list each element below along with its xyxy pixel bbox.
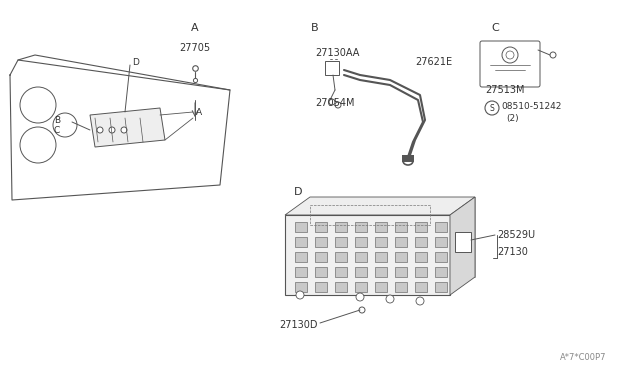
Bar — [295, 252, 307, 262]
Bar — [295, 282, 307, 292]
Text: (2): (2) — [506, 113, 518, 122]
Bar — [375, 252, 387, 262]
Circle shape — [506, 51, 514, 59]
Bar — [395, 267, 407, 277]
Bar — [295, 267, 307, 277]
Circle shape — [296, 291, 304, 299]
Bar — [335, 222, 347, 232]
Bar — [355, 252, 367, 262]
Text: A: A — [196, 108, 202, 116]
Circle shape — [359, 307, 365, 313]
Polygon shape — [90, 108, 165, 147]
Text: 27621E: 27621E — [415, 57, 452, 67]
Bar — [315, 267, 327, 277]
Bar — [355, 237, 367, 247]
Bar — [315, 222, 327, 232]
Bar — [435, 282, 447, 292]
Polygon shape — [285, 197, 475, 215]
Bar — [355, 282, 367, 292]
Circle shape — [335, 102, 341, 108]
Text: 08510-51242: 08510-51242 — [501, 102, 561, 110]
Bar — [395, 252, 407, 262]
Bar — [315, 282, 327, 292]
Circle shape — [485, 101, 499, 115]
Text: 27054M: 27054M — [315, 98, 355, 108]
Circle shape — [53, 113, 77, 137]
Bar — [335, 267, 347, 277]
Text: 28529U: 28529U — [497, 230, 535, 240]
Text: 27130AA: 27130AA — [315, 48, 360, 58]
Bar — [415, 252, 427, 262]
Text: 27130: 27130 — [497, 247, 528, 257]
Polygon shape — [310, 197, 475, 277]
Bar — [375, 222, 387, 232]
Polygon shape — [285, 215, 450, 295]
Bar — [295, 222, 307, 232]
Text: D: D — [294, 187, 302, 197]
Bar — [355, 222, 367, 232]
Text: B: B — [311, 23, 319, 33]
Bar — [395, 282, 407, 292]
Bar — [375, 267, 387, 277]
Text: 27130D: 27130D — [280, 320, 318, 330]
Bar — [315, 252, 327, 262]
Text: S: S — [490, 103, 494, 112]
Circle shape — [386, 295, 394, 303]
Bar — [335, 237, 347, 247]
Bar — [335, 282, 347, 292]
Bar — [395, 222, 407, 232]
Text: A*7*C00P7: A*7*C00P7 — [560, 353, 607, 362]
Text: 27705: 27705 — [179, 43, 211, 53]
Bar — [310, 205, 430, 225]
Text: A: A — [191, 23, 199, 33]
Circle shape — [329, 99, 335, 105]
Text: D: D — [132, 58, 139, 67]
Text: C: C — [491, 23, 499, 33]
FancyBboxPatch shape — [480, 41, 540, 87]
Circle shape — [20, 127, 56, 163]
Text: 27513M: 27513M — [485, 85, 525, 95]
Text: B: B — [54, 115, 60, 125]
Bar — [415, 282, 427, 292]
Bar — [415, 237, 427, 247]
Bar — [325, 61, 339, 75]
Polygon shape — [450, 197, 475, 295]
Text: C: C — [54, 125, 60, 135]
Bar — [435, 237, 447, 247]
Circle shape — [502, 47, 518, 63]
Bar — [335, 252, 347, 262]
Bar — [435, 222, 447, 232]
Circle shape — [416, 297, 424, 305]
Circle shape — [20, 87, 56, 123]
Bar — [295, 237, 307, 247]
Bar — [415, 267, 427, 277]
Bar — [435, 252, 447, 262]
Bar — [315, 237, 327, 247]
Circle shape — [121, 127, 127, 133]
Bar — [375, 282, 387, 292]
Bar — [435, 267, 447, 277]
Bar — [355, 267, 367, 277]
Circle shape — [356, 293, 364, 301]
Circle shape — [97, 127, 103, 133]
Circle shape — [550, 52, 556, 58]
Bar — [455, 232, 471, 252]
Bar — [375, 237, 387, 247]
Bar — [415, 222, 427, 232]
Bar — [395, 237, 407, 247]
Circle shape — [109, 127, 115, 133]
